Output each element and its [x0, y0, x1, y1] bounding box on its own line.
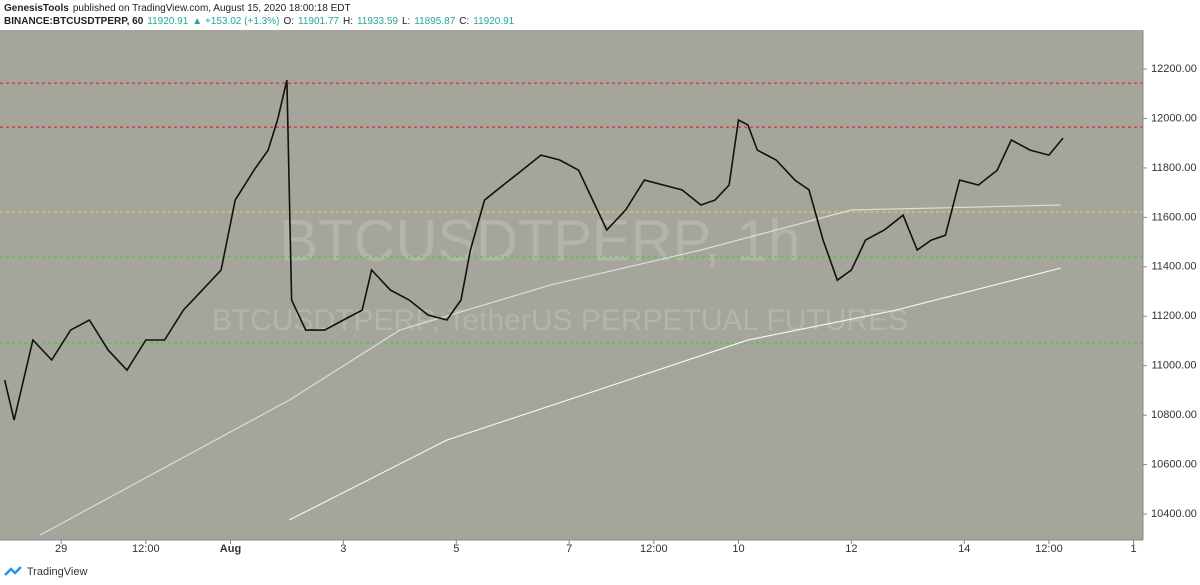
- h-label: H:: [342, 16, 353, 27]
- price-line: [3, 80, 1064, 421]
- x-tick-label: 29: [55, 543, 67, 555]
- change: ▲ +153.02 (+1.3%): [192, 16, 280, 27]
- y-tick-label: 11200.00: [1151, 310, 1196, 322]
- y-tick-label: 10800.00: [1151, 409, 1197, 421]
- logo: [4, 566, 22, 576]
- close: 11920.91: [473, 16, 515, 27]
- o-label: O:: [283, 16, 295, 27]
- y-tick-label: 11400.00: [1151, 261, 1196, 273]
- published: published on TradingView.com, August 15,…: [72, 3, 351, 14]
- moving-average: [39, 204, 1061, 536]
- header-line: GenesisTools published on TradingView.com…: [4, 3, 355, 14]
- x-tick-label: 7: [566, 543, 572, 555]
- chart: BTCUSDTPERP, 1h BTCUSDTPERP, TetherUS PE…: [0, 30, 1197, 555]
- footer: TradingView: [4, 566, 87, 578]
- x-tick-label: 14: [958, 543, 970, 555]
- x-tick-label: 10: [732, 543, 744, 555]
- x-tick-label: 12: [845, 543, 857, 555]
- x-tick-label: 1: [1131, 543, 1137, 555]
- watermark: BTCUSDTPERP, 1h: [279, 208, 800, 273]
- y-tick-label: 11800.00: [1151, 162, 1196, 174]
- l-label: L:: [401, 16, 411, 27]
- x-tick-label: 3: [340, 543, 346, 555]
- high: 11933.59: [356, 16, 398, 27]
- x-tick-label: 12:00: [640, 543, 668, 555]
- x-tick-label: Aug: [220, 543, 241, 555]
- symbol: BINANCE:BTCUSDTPERP, 60: [4, 16, 144, 27]
- c-label: C:: [459, 16, 470, 27]
- y-tick-label: 11600.00: [1151, 211, 1196, 223]
- open: 11901.77: [298, 16, 339, 27]
- moving-average: [289, 267, 1061, 521]
- y-tick-label: 10400.00: [1151, 508, 1197, 520]
- watermark-sub: BTCUSDTPERP, TetherUS PERPETUAL FUTURES: [212, 304, 908, 337]
- x-tick-label: 12:00: [132, 543, 160, 555]
- x-tick-label: 12:00: [1035, 543, 1063, 555]
- y-tick-label: 11000.00: [1151, 360, 1196, 372]
- low: 11895.87: [414, 16, 456, 27]
- last: 11920.91: [147, 16, 189, 27]
- plot-background: [0, 30, 1143, 540]
- publisher: GenesisTools: [4, 3, 69, 14]
- y-tick-label: 10600.00: [1151, 459, 1197, 471]
- ohlc-line: BINANCE:BTCUSDTPERP, 60 11920.91 ▲ +153.02…: [4, 16, 518, 27]
- x-tick-label: 5: [453, 543, 459, 555]
- y-tick-label: 12000.00: [1151, 112, 1197, 124]
- brand: TradingView: [26, 566, 88, 578]
- y-tick-label: 12200.00: [1151, 63, 1197, 75]
